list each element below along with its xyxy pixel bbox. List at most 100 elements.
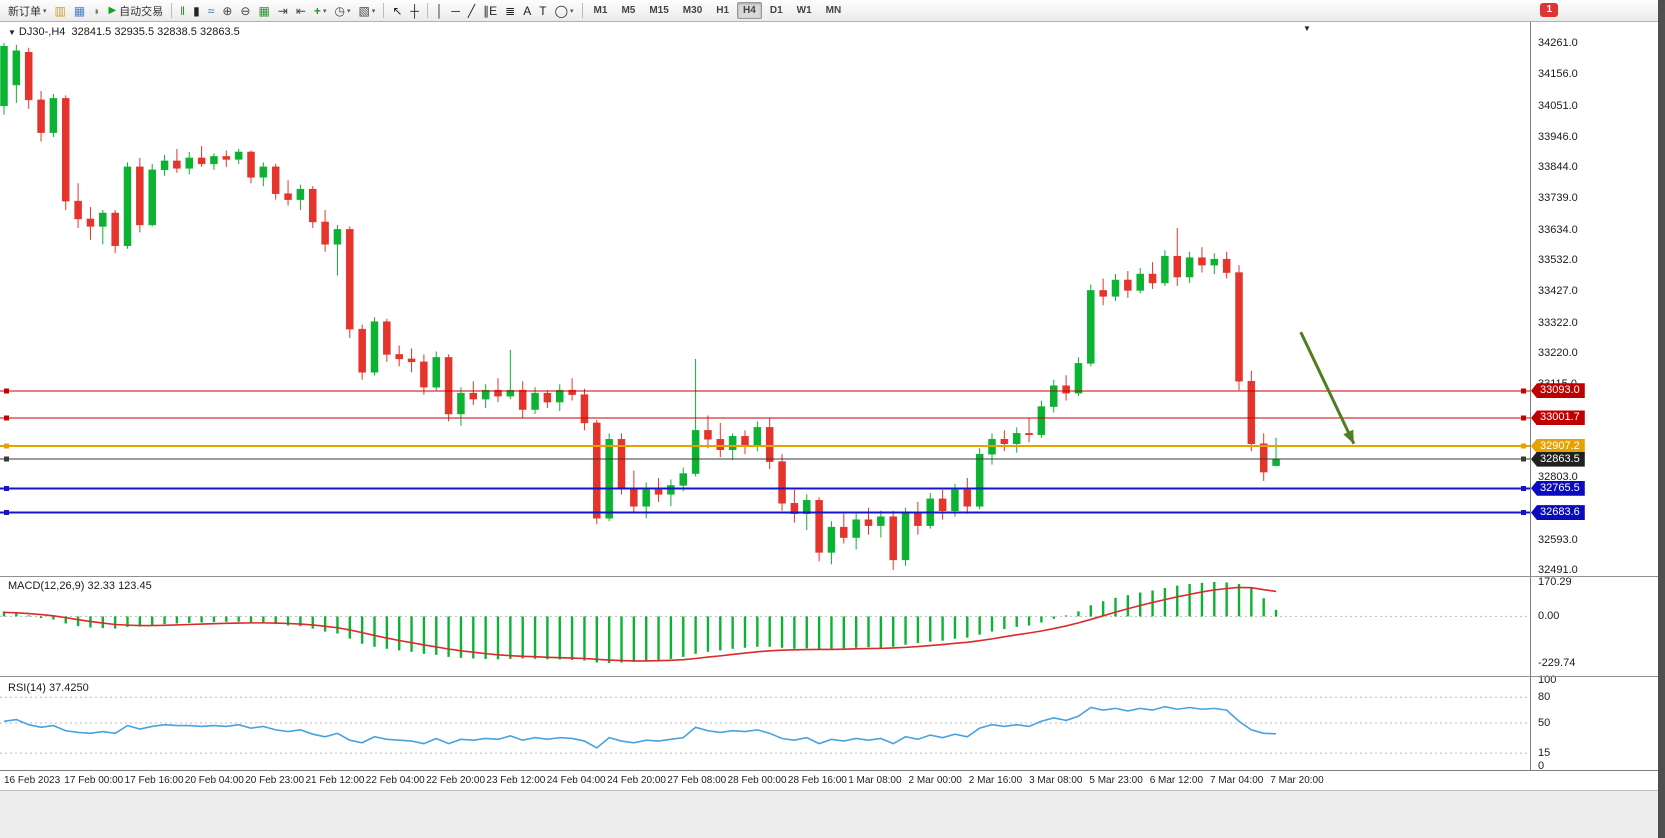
toolbar-tool-icons: ‖ ▮ ≈ ⊕ ⊖ ▦ ⇥ ⇤ + ▾ ◷ ▾ ▧ ▾ ↖ ┼ │ ─ ╱ ∥E ≣ A T ◯ ▾ [167,2,577,20]
macd-values: 32.33 123.45 [87,580,152,592]
time-axis-label: 22 Feb 04:00 [365,775,425,786]
timeframe-m5[interactable]: M5 [621,5,636,16]
zoom-in-icon[interactable]: ⊕ [222,3,233,18]
text-icon[interactable]: A [523,3,532,18]
time-axis-label: 20 Feb 04:00 [184,775,244,786]
chart-shift-icon[interactable]: ⇤ [295,3,306,18]
time-axis-label: 28 Feb 16:00 [787,775,847,786]
play-icon: ▶ [108,5,117,16]
price-axis-label: 33532.0 [1538,254,1578,267]
price-badge: 32907.2 [1531,438,1585,454]
status-strip [0,790,1658,838]
vertical-line-icon[interactable]: │ [435,3,444,18]
panel-separator-macd[interactable] [0,576,1658,577]
panel-separator-rsi[interactable] [0,676,1658,677]
time-axis-label: 24 Feb 04:00 [546,775,606,786]
toolbar-separator [581,3,583,18]
time-axis-label: 21 Feb 12:00 [305,775,365,786]
horizontal-line[interactable] [0,443,1530,449]
trendline-icon[interactable]: ╱ [467,3,476,18]
fibonacci-icon[interactable]: ≣ [505,3,516,18]
timeframe-mn[interactable]: MN [825,5,842,16]
toolbar-left-icons: ▥ ▦ ◗ [51,2,105,20]
time-axis-label: 17 Feb 00:00 [64,775,124,786]
macd-histogram [2,582,1278,663]
auto-scroll-icon[interactable]: ⇥ [277,3,288,18]
horizontal-line[interactable] [0,510,1530,516]
time-axis-label: 17 Feb 16:00 [124,775,184,786]
timeframe-h4[interactable]: H4 [737,2,762,19]
new-order-label: 新订单 [8,5,41,18]
time-axis[interactable]: 16 Feb 2023 17 Feb 00:00 17 Feb 16:00 20 Fe… [0,770,1658,790]
line-chart-icon[interactable]: ≈ [207,3,215,18]
chart-dropdown-icon[interactable]: ▼ [1303,24,1311,33]
timeframe-d1[interactable]: D1 [769,5,783,16]
label-icon[interactable]: T [539,3,547,18]
timeframe-m30[interactable]: M30 [682,5,703,16]
price-axis-label: 32491.0 [1538,564,1578,576]
timeframe-m15[interactable]: M15 [649,5,669,16]
time-axis-label: 16 Feb 2023 [4,775,61,786]
shapes-icon[interactable]: ◯ ▾ [554,3,574,18]
macd-title: MACD(12,26,9) [8,580,85,592]
price-axis-label: 33634.0 [1538,223,1578,236]
headset-icon[interactable]: ◗ [93,3,101,18]
price-axis-label: 33946.0 [1538,130,1578,143]
time-axis-label: 23 Feb 12:00 [486,775,546,786]
price-axis-label: 34051.0 [1538,99,1578,112]
new-chart-icon[interactable]: + ▾ [313,3,327,18]
macd-axis-label: -229.74 [1538,656,1576,669]
rsi-axis-label: 100 [1538,674,1557,686]
time-axis-label: 24 Feb 20:00 [607,775,666,786]
profile-icon[interactable]: ▦ [73,3,86,18]
horizontal-line-icon[interactable]: ─ [451,3,460,18]
horizontal-line[interactable] [0,485,1530,491]
charts-icon[interactable]: ▥ [54,3,66,18]
rsi-axis-label: 80 [1538,691,1551,704]
macd-axis-label: 170.29 [1538,575,1572,588]
horizontal-line[interactable] [0,388,1530,394]
chart-symbol-label: ▼ DJ30-,H4 32841.5 32935.5 32838.5 32863.… [8,26,240,38]
time-axis-label: 7 Mar 20:00 [1270,775,1324,786]
timeframe-buttons: M1 M5 M15 M30 H1 H4 D1 W1 MN [578,2,849,19]
bar-chart-icon[interactable]: ‖ [180,3,186,18]
timeframe-m1[interactable]: M1 [593,5,608,16]
price-axis-label: 33844.0 [1538,161,1578,174]
rsi-line [3,705,1277,749]
rsi-axis-label: 50 [1538,717,1551,729]
horizontal-line[interactable] [0,415,1530,421]
price-badge: 32683.6 [1531,505,1585,521]
macd-signal-line [3,586,1277,662]
timeframe-w1[interactable]: W1 [796,5,812,16]
candlestick-icon[interactable]: ▮ [193,3,200,18]
price-axis[interactable]: 34261.0 34156.0 34051.0 33946.0 33844.0 33739… [1530,22,1659,772]
equidistant-channel-icon[interactable]: ∥E [483,3,498,18]
macd-axis-label: 0.00 [1538,610,1560,623]
down-arrow-annotation[interactable] [1299,331,1356,445]
price-axis-label: 34156.0 [1538,68,1578,81]
price-badge: 33093.0 [1531,383,1585,399]
candles [0,43,1280,570]
toolbar-separator [426,3,428,18]
symbol-title: DJ30-,H4 [18,26,66,38]
rsi-value: 37.4250 [48,682,89,694]
tile-windows-icon[interactable]: ▦ [258,3,270,18]
timeframe-h1[interactable]: H1 [716,5,730,16]
toolbar-separator [171,3,173,18]
period-icon[interactable]: ◷ ▾ [334,3,351,18]
time-axis-label: 2 Mar 00:00 [908,775,962,786]
chart-canvas[interactable] [0,22,1530,770]
zoom-out-icon[interactable]: ⊖ [240,3,251,18]
horizontal-line[interactable] [0,456,1530,462]
time-axis-label: 28 Feb 00:00 [727,775,787,786]
cursor-icon[interactable]: ↖ [392,3,403,18]
one-click-trading-toggle-icon[interactable]: ▼ [8,28,16,37]
template-icon[interactable]: ▧ ▾ [358,3,376,18]
new-order-button[interactable]: 新订单 ▾ [4,2,51,20]
rsi-axis-label: 0 [1538,760,1545,772]
time-axis-label: 3 Mar 08:00 [1029,775,1083,786]
crosshair-icon[interactable]: ┼ [410,3,419,18]
price-axis-label: 33427.0 [1538,285,1578,298]
notification-badge[interactable]: 1 [1540,3,1558,17]
auto-trading-button[interactable]: ▶ 自动交易 [104,2,167,20]
